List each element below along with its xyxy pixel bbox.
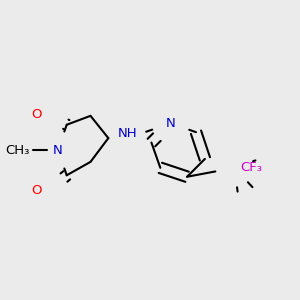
Text: NH: NH	[118, 127, 137, 140]
Text: N: N	[166, 117, 175, 130]
Text: O: O	[31, 108, 41, 121]
Text: CF₃: CF₃	[241, 161, 262, 174]
Text: CH₃: CH₃	[5, 143, 30, 157]
Text: O: O	[31, 184, 41, 196]
Text: N: N	[53, 143, 63, 157]
